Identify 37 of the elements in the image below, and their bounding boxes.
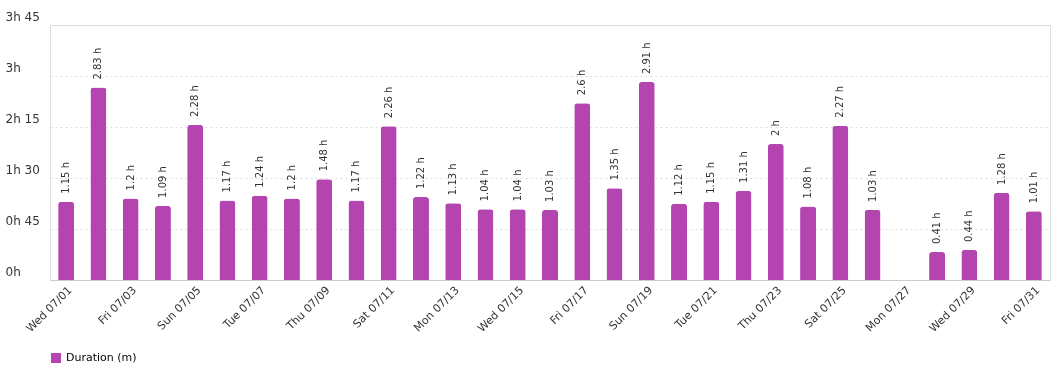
data-label: 1.48 h	[318, 139, 330, 172]
legend-label: Duration (m)	[66, 351, 137, 364]
data-label: 2.27 h	[834, 85, 846, 118]
data-label: 1.15 h	[60, 162, 72, 194]
data-label: 1.15 h	[705, 162, 717, 194]
data-label: 1.17 h	[350, 160, 362, 193]
data-label: 2.28 h	[189, 85, 201, 117]
data-label: 1.04 h	[479, 169, 491, 202]
data-label: 1.24 h	[253, 155, 265, 188]
data-label: 2.26 h	[382, 86, 394, 119]
data-label: 2.83 h	[92, 47, 104, 80]
y-tick-label: 1h 30	[5, 162, 40, 177]
data-label: 2.6 h	[576, 69, 588, 96]
data-label: 1.2 h	[285, 164, 297, 191]
data-label: 0.41 h	[931, 212, 943, 245]
data-label: 2 h	[769, 120, 781, 136]
data-label: 1.2 h	[124, 164, 136, 191]
data-label: 1.09 h	[156, 166, 168, 198]
data-label: 1.03 h	[544, 170, 555, 202]
y-tick-label: 3h	[5, 60, 21, 75]
data-label: 2.91 h	[640, 42, 652, 75]
y-tick-label: 0h	[5, 264, 21, 279]
data-label: 1.01 h	[1027, 171, 1039, 204]
data-label: 1.08 h	[802, 166, 814, 199]
y-tick-label: 3h 45	[5, 9, 40, 24]
y-tick-label: 2h 15	[5, 111, 40, 126]
data-label: 1.12 h	[673, 164, 685, 196]
data-label: 1.35 h	[608, 148, 620, 181]
data-label: 1.03 h	[866, 170, 878, 202]
data-label: 1.22 h	[414, 157, 426, 190]
data-label: 1.13 h	[447, 163, 459, 196]
data-label: 1.31 h	[737, 151, 749, 183]
data-label: 1.17 h	[221, 160, 233, 193]
data-label: 0.44 h	[963, 210, 975, 243]
data-label: 1.28 h	[995, 153, 1007, 185]
data-label: 1.04 h	[511, 169, 523, 202]
y-tick-label: 0h 45	[5, 213, 40, 228]
